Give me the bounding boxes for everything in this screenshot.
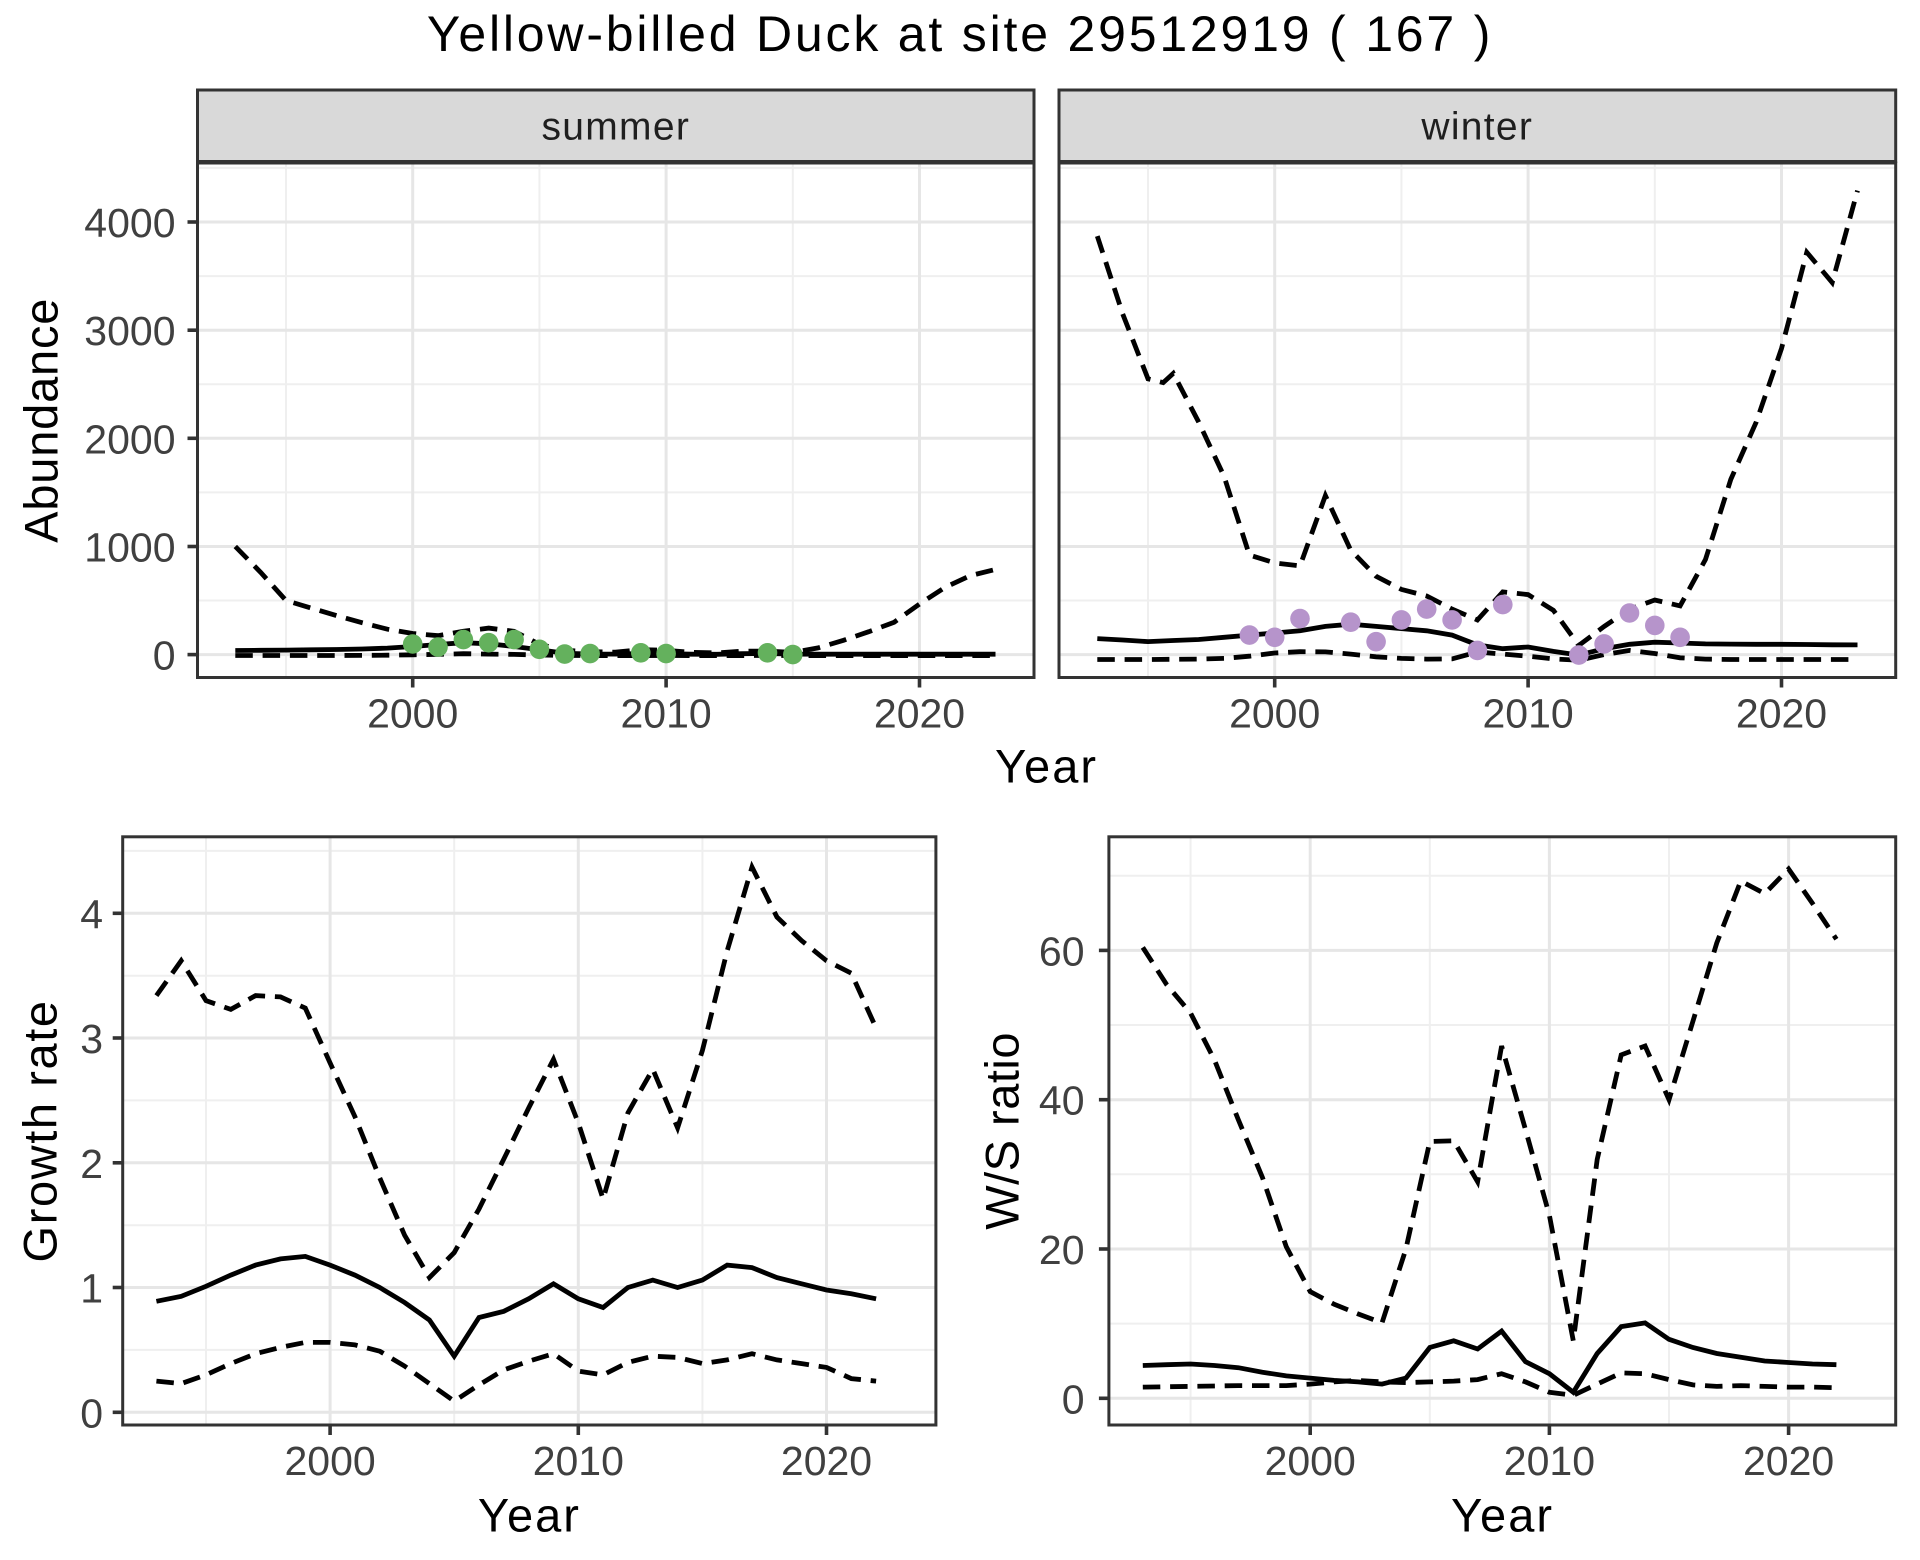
svg-text:Year: Year (1451, 1489, 1554, 1542)
svg-text:2010: 2010 (620, 691, 711, 737)
svg-text:2010: 2010 (533, 1438, 624, 1484)
svg-text:4: 4 (80, 891, 103, 937)
svg-text:2: 2 (80, 1141, 103, 1187)
svg-text:2010: 2010 (1504, 1438, 1595, 1484)
svg-text:2020: 2020 (1743, 1438, 1834, 1484)
svg-text:2000: 2000 (284, 1438, 375, 1484)
svg-text:0: 0 (80, 1390, 103, 1436)
svg-text:2020: 2020 (1736, 691, 1827, 737)
svg-text:3: 3 (80, 1016, 103, 1062)
svg-text:Yellow-billed Duck at site 295: Yellow-billed Duck at site 29512919 ( 16… (427, 6, 1493, 62)
svg-text:Abundance: Abundance (15, 298, 68, 543)
svg-text:4000: 4000 (84, 200, 175, 246)
svg-text:2020: 2020 (781, 1438, 872, 1484)
svg-text:winter: winter (1420, 106, 1533, 149)
svg-text:0: 0 (153, 633, 176, 679)
svg-text:40: 40 (1039, 1078, 1085, 1124)
svg-text:summer: summer (541, 106, 690, 149)
svg-text:W/S ratio: W/S ratio (976, 1032, 1029, 1230)
svg-text:Growth rate: Growth rate (14, 999, 67, 1262)
svg-text:2020: 2020 (874, 691, 965, 737)
svg-text:2000: 2000 (367, 691, 458, 737)
svg-text:Year: Year (995, 740, 1098, 793)
svg-text:20: 20 (1039, 1227, 1085, 1273)
svg-text:Year: Year (478, 1489, 581, 1542)
svg-text:2010: 2010 (1482, 691, 1573, 737)
svg-text:1000: 1000 (84, 525, 175, 571)
svg-text:2000: 2000 (84, 416, 175, 462)
svg-text:0: 0 (1062, 1376, 1085, 1422)
svg-text:2000: 2000 (1229, 691, 1320, 737)
svg-text:3000: 3000 (84, 308, 175, 354)
svg-text:2000: 2000 (1265, 1438, 1356, 1484)
svg-text:1: 1 (80, 1266, 103, 1312)
svg-text:60: 60 (1039, 928, 1085, 974)
